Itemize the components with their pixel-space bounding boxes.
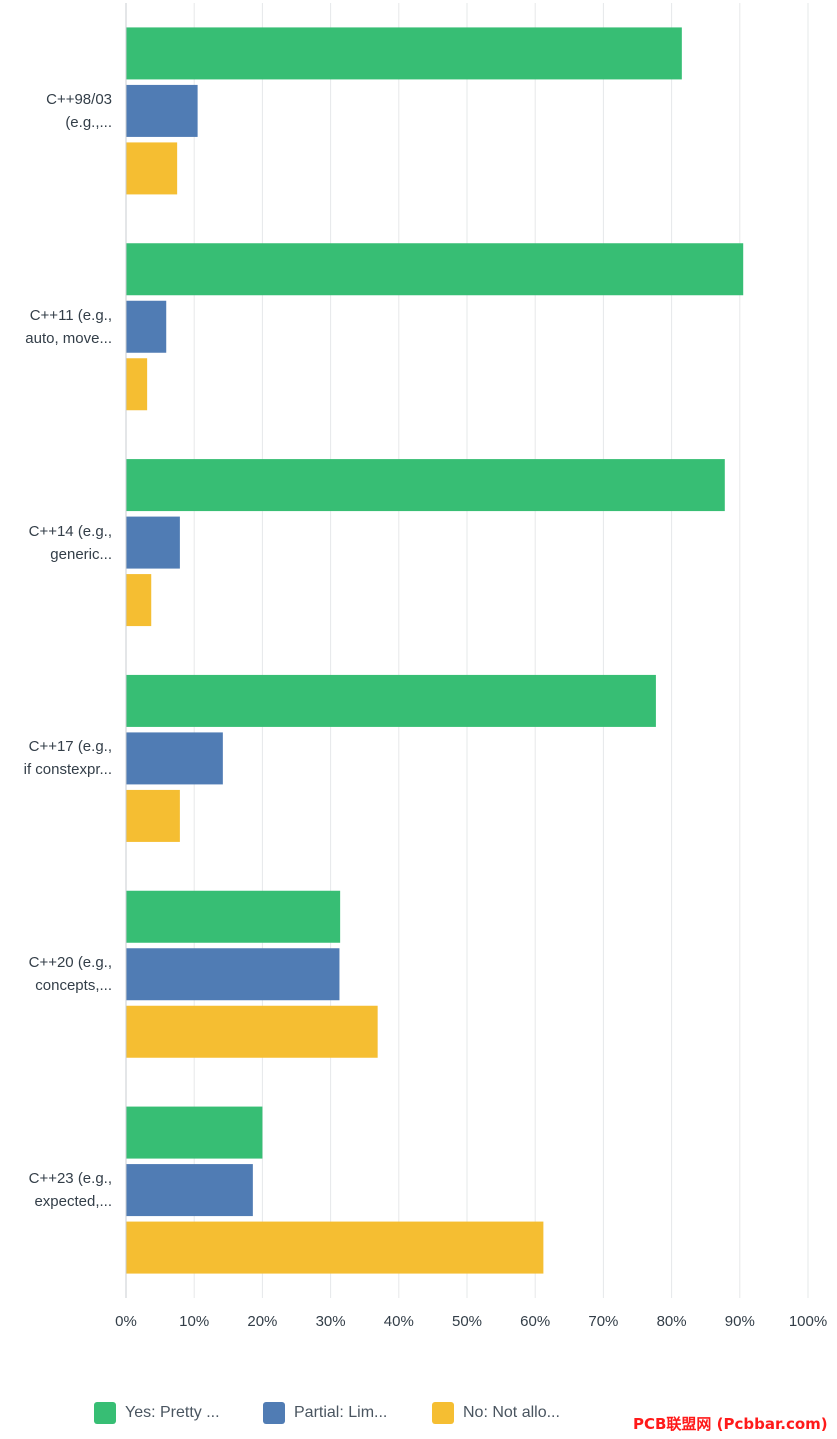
bar xyxy=(126,1164,253,1217)
bar xyxy=(126,789,180,842)
x-tick-label: 20% xyxy=(247,1313,277,1330)
legend-label: No: Not allo... xyxy=(463,1404,560,1421)
x-tick-label: 70% xyxy=(588,1313,618,1330)
legend-swatch xyxy=(432,1402,454,1424)
bar xyxy=(126,1005,378,1058)
x-tick-label: 60% xyxy=(520,1313,550,1330)
legend-item: Yes: Pretty ... xyxy=(94,1398,220,1428)
x-tick-label: 10% xyxy=(179,1313,209,1330)
bar xyxy=(126,27,682,80)
category-label: C++14 (e.g., generic... xyxy=(28,522,112,563)
bar xyxy=(126,243,744,296)
gridlines xyxy=(193,3,809,1298)
category-label: C++17 (e.g., if constexpr... xyxy=(23,738,112,779)
x-tick-label: 90% xyxy=(725,1313,755,1330)
x-tick-label: 50% xyxy=(452,1313,482,1330)
x-tick-label: 40% xyxy=(384,1313,414,1330)
bar xyxy=(126,84,198,137)
category-label: C++98/03 (e.g.,... xyxy=(46,90,112,131)
legend-item: Partial: Lim... xyxy=(263,1398,387,1428)
x-tick-label: 30% xyxy=(316,1313,346,1330)
legend-swatch xyxy=(94,1402,116,1424)
bar xyxy=(126,516,180,569)
bars xyxy=(126,27,744,1274)
bar xyxy=(126,574,152,627)
category-label: C++23 (e.g., expected,... xyxy=(28,1170,112,1211)
legend-label: Partial: Lim... xyxy=(294,1404,388,1421)
bar xyxy=(126,890,341,943)
bar xyxy=(126,1221,544,1274)
bar xyxy=(126,674,656,727)
bar xyxy=(126,459,725,512)
category-label: C++20 (e.g., concepts,... xyxy=(28,954,112,995)
watermark: PCB联盟网 (Pcbbar.com) xyxy=(633,1415,828,1433)
legend: Yes: Pretty ... Partial: Lim... No: Not al… xyxy=(0,1398,837,1428)
bar xyxy=(126,948,340,1001)
bar xyxy=(126,732,223,785)
legend-item: No: Not allo... xyxy=(432,1398,560,1428)
x-axis-ticks: 0% 10% 20% 30% 40% 50% 60% 70% 80% 90% 100% xyxy=(115,1313,827,1330)
x-tick-label: 100% xyxy=(789,1313,827,1330)
bar-chart: 0% 10% 20% 30% 40% 50% 60% 70% 80% 90% 100% xyxy=(115,3,827,1330)
x-tick-label: 80% xyxy=(657,1313,687,1330)
x-tick-label: 0% xyxy=(115,1313,137,1330)
legend-swatch xyxy=(263,1402,285,1424)
bar xyxy=(126,358,148,411)
legend-label: Yes: Pretty ... xyxy=(125,1404,220,1421)
category-label: C++11 (e.g., auto, move... xyxy=(25,306,112,347)
bar xyxy=(126,300,167,353)
bar xyxy=(126,142,178,195)
bar xyxy=(126,1106,263,1159)
